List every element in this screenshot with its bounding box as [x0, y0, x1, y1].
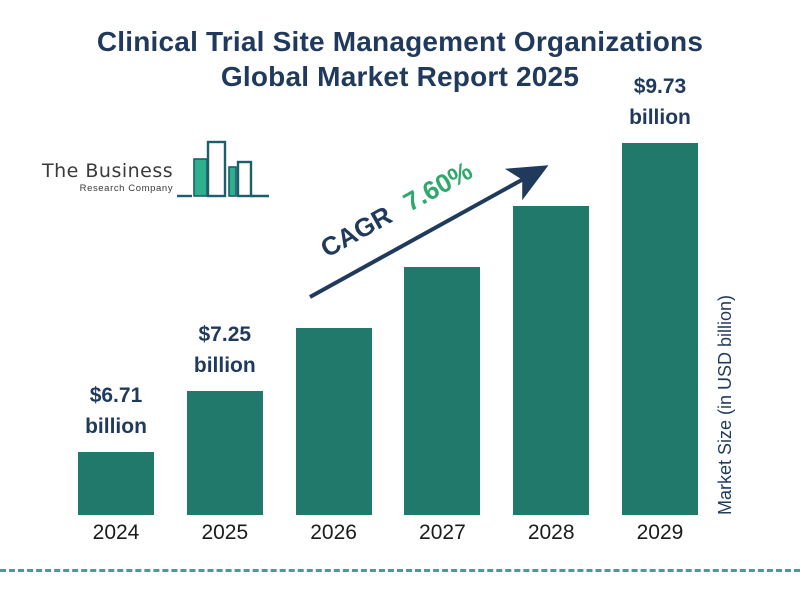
bar-column-2029: $9.73 billion [621, 72, 698, 515]
value-label: $7.25 billion [193, 323, 256, 377]
bar [404, 267, 481, 515]
bar-chart: $6.71 billion $7.25 billion $9.73 billio… [78, 0, 698, 515]
year-label: 2025 [201, 521, 249, 544]
year-label: 2026 [310, 521, 357, 544]
bar [513, 206, 590, 515]
page-title: Clinical Trial Site Management Organizat… [96, 26, 704, 93]
logo-text: The Business Research Company [42, 160, 173, 194]
bar [186, 391, 263, 515]
year-label: 2024 [92, 521, 140, 544]
bar-column-2025: $7.25 billion [186, 320, 263, 515]
bar-column-2024: $6.71 billion [78, 381, 154, 515]
year-label: 2029 [636, 521, 684, 544]
year-label: 2028 [527, 521, 575, 544]
logo-name: The Business [42, 160, 174, 182]
bar-column-2026 [295, 318, 372, 515]
dashed-divider [0, 569, 800, 572]
x-axis-labels: 2024 2025 2026 2027 2028 2029 [78, 521, 698, 545]
bar-column-2027 [404, 257, 481, 515]
bar-column-2028 [513, 196, 590, 515]
year-label: 2027 [419, 521, 466, 544]
bar [621, 143, 698, 515]
value-label: $6.71 billion [85, 384, 147, 438]
logo: The Business Research Company [42, 138, 271, 202]
bar [295, 328, 372, 515]
value-label: $9.73 billion [629, 75, 691, 129]
y-axis-title: Market Size (in USD billion) [715, 294, 735, 516]
bar [78, 452, 154, 515]
logo-subname: Research Company [79, 183, 174, 194]
logo-bar-chart-icon [177, 140, 270, 198]
